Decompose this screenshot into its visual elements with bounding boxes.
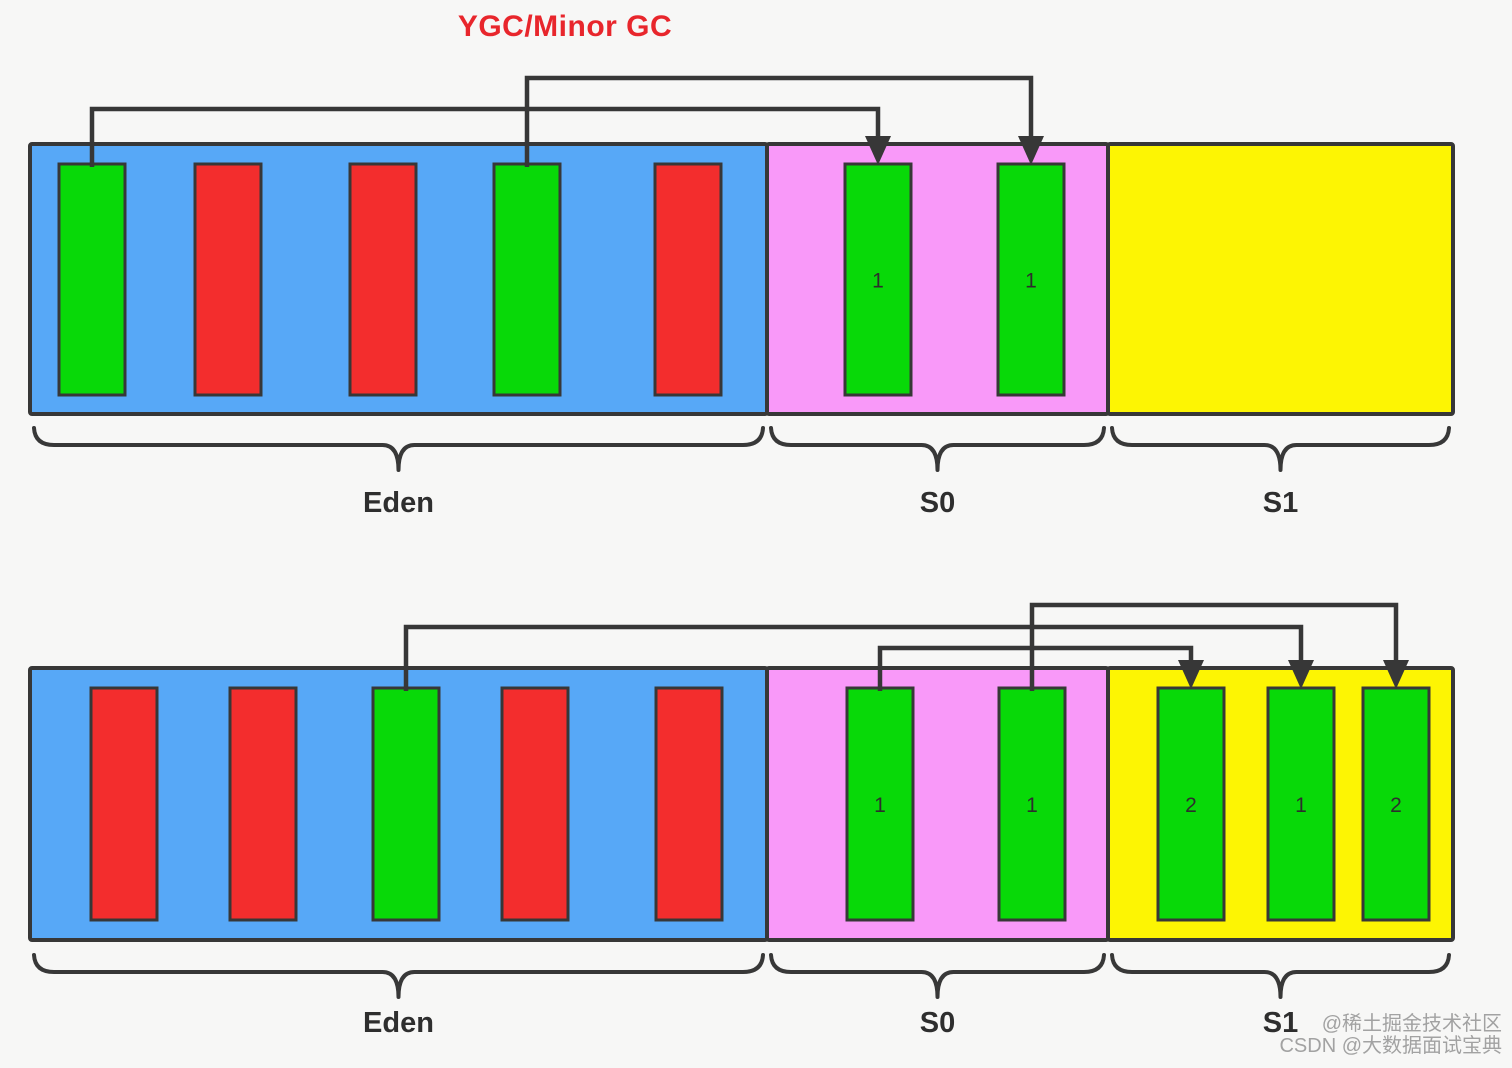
- promotion-arrowhead-icon: [1178, 660, 1204, 689]
- s1-brace: [1110, 953, 1451, 999]
- eden-object-bar-red: [193, 162, 263, 397]
- eden-region-label: Eden: [363, 487, 434, 519]
- eden-object-bar-red: [348, 162, 418, 397]
- eden-brace: [32, 953, 765, 999]
- promotion-arrowhead-icon: [1383, 660, 1409, 689]
- s0-object-bar-green: [845, 686, 915, 922]
- s1-object-bar-green: [1361, 686, 1431, 922]
- s0-region-label: S0: [920, 487, 955, 519]
- s0-region-label: S0: [920, 1007, 955, 1039]
- eden-object-bar-green: [492, 162, 562, 397]
- promotion-arrowhead-icon: [865, 136, 891, 165]
- bar-age-label: 2: [1390, 794, 1402, 817]
- s1-region-box: [1106, 142, 1455, 416]
- eden-object-bar-red: [228, 686, 298, 922]
- eden-object-bar-red: [654, 686, 724, 922]
- s1-region-label: S1: [1263, 487, 1298, 519]
- bar-age-label: 1: [874, 794, 886, 817]
- watermark: @稀土掘金技术社区 CSDN @大数据面试宝典: [1279, 1013, 1502, 1057]
- s0-brace: [769, 426, 1106, 472]
- promotion-arrow-line: [89, 106, 881, 167]
- eden-object-bar-green: [57, 162, 127, 397]
- s0-brace: [769, 953, 1106, 999]
- diagram-after-ygc: 1 1 2 1 2 Eden S0 S1: [28, 602, 1455, 1039]
- bar-age-label: 2: [1185, 794, 1197, 817]
- bar-age-label: 1: [1025, 270, 1037, 293]
- eden-region-label: Eden: [363, 1007, 434, 1039]
- bar-age-label: 1: [872, 270, 884, 293]
- bar-age-label: 1: [1295, 794, 1307, 817]
- s1-region-label: S1: [1263, 1007, 1298, 1039]
- eden-brace: [32, 426, 765, 472]
- diagram-before-ygc: 1 1 Eden S0 S1: [28, 75, 1455, 519]
- eden-object-bar-red: [653, 162, 723, 397]
- eden-object-bar-green: [371, 686, 441, 922]
- s1-object-bar-green: [1156, 686, 1226, 922]
- promotion-arrow-line: [877, 645, 1194, 691]
- promotion-arrow-line: [403, 624, 1304, 691]
- diagram-title: YGC/Minor GC: [457, 10, 673, 43]
- s1-object-bar-green: [1266, 686, 1336, 922]
- eden-object-bar-red: [89, 686, 159, 922]
- watermark-line-1: @稀土掘金技术社区: [1321, 1013, 1502, 1035]
- s1-brace: [1110, 426, 1451, 472]
- watermark-line-2: CSDN @大数据面试宝典: [1279, 1035, 1502, 1057]
- eden-object-bar-red: [500, 686, 570, 922]
- promotion-arrowhead-icon: [1018, 136, 1044, 165]
- promotion-arrow-line: [524, 75, 1034, 167]
- promotion-arrowhead-icon: [1288, 660, 1314, 689]
- s0-object-bar-green: [996, 162, 1066, 397]
- bar-age-label: 1: [1026, 794, 1038, 817]
